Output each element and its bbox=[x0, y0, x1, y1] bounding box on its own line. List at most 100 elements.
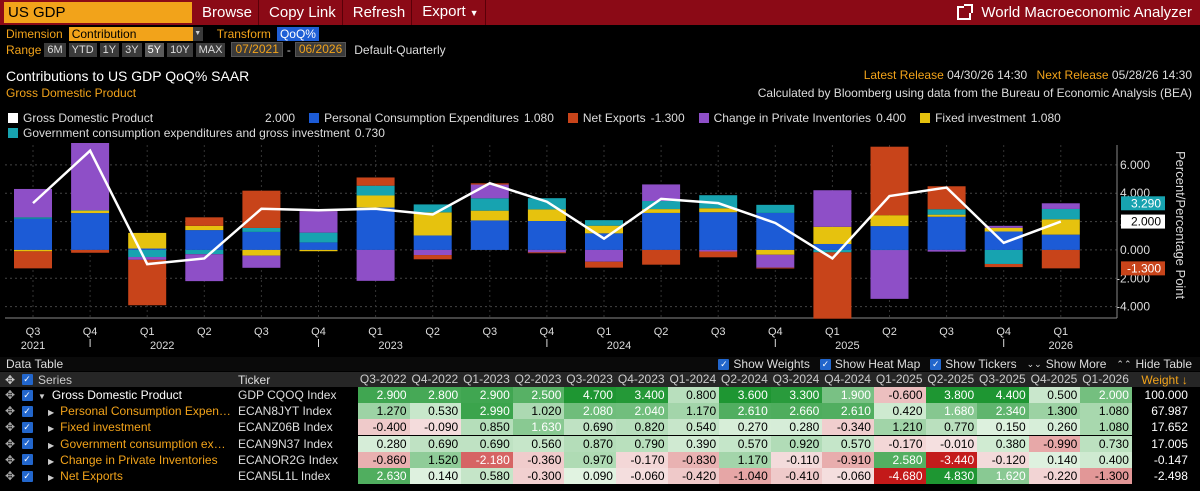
gdp-line[interactable] bbox=[32, 148, 1062, 266]
value-cell[interactable]: 2.900 bbox=[461, 387, 513, 404]
bar-segment[interactable] bbox=[870, 226, 909, 250]
bar-segment[interactable] bbox=[71, 249, 110, 253]
bar-segment[interactable] bbox=[699, 208, 738, 213]
transform-select[interactable]: QoQ% bbox=[276, 26, 319, 41]
value-cell[interactable]: -0.090 bbox=[409, 419, 462, 436]
row-checkbox[interactable]: ✓ bbox=[20, 421, 38, 433]
period-column-header[interactable]: Q3-2024 bbox=[772, 372, 820, 386]
value-cell[interactable]: -0.860 bbox=[358, 451, 410, 468]
expand-right-icon[interactable]: ▶ bbox=[48, 408, 55, 418]
row-drag-handle-icon[interactable]: ✥ bbox=[4, 404, 16, 419]
row-drag-handle-icon[interactable]: ✥ bbox=[4, 469, 16, 484]
bar-segment[interactable] bbox=[756, 204, 795, 213]
legend-item[interactable]: Net Exports -1.300 bbox=[567, 111, 685, 125]
value-cell[interactable]: 0.260 bbox=[1028, 419, 1081, 436]
bar-segment[interactable] bbox=[14, 218, 52, 250]
value-cell[interactable]: 0.570 bbox=[822, 435, 874, 452]
value-cell[interactable]: 2.610 bbox=[719, 403, 771, 420]
period-column-header[interactable]: Q1-2025 bbox=[875, 372, 923, 386]
bar-segment[interactable] bbox=[642, 209, 681, 213]
row-checkbox[interactable]: ✓ bbox=[20, 454, 38, 466]
value-cell[interactable]: -2.180 bbox=[461, 451, 513, 468]
value-cell[interactable]: 0.580 bbox=[461, 468, 513, 485]
value-cell[interactable]: -0.600 bbox=[873, 387, 926, 404]
bar-segment[interactable] bbox=[14, 217, 52, 219]
value-cell[interactable]: -0.990 bbox=[1028, 435, 1081, 452]
bar-segment[interactable] bbox=[14, 251, 52, 269]
value-cell[interactable]: 0.690 bbox=[461, 435, 513, 452]
value-cell[interactable]: -0.110 bbox=[770, 451, 823, 468]
value-cell[interactable]: 1.270 bbox=[358, 403, 410, 420]
table-row[interactable]: ✥ ✓ ▼ Gross Domestic Product GDP CQOQ Index 2… bbox=[0, 387, 1200, 404]
period-column-header[interactable]: Q3-2022 bbox=[359, 372, 407, 386]
show-tickers-toggle[interactable]: ✓ Show Tickers bbox=[930, 357, 1017, 371]
value-cell[interactable]: 1.170 bbox=[719, 451, 771, 468]
value-cell[interactable]: 0.870 bbox=[564, 435, 616, 452]
bar-segment[interactable] bbox=[527, 209, 566, 222]
bar-segment[interactable] bbox=[1041, 234, 1080, 250]
bar-segment[interactable] bbox=[813, 190, 852, 227]
row-checkbox[interactable]: ✓ bbox=[20, 438, 38, 450]
show-heat-map-toggle[interactable]: ✓ Show Heat Map bbox=[819, 357, 920, 371]
row-checkbox[interactable]: ✓ bbox=[20, 405, 38, 417]
bar-segment[interactable] bbox=[870, 250, 909, 299]
value-cell[interactable]: 1.900 bbox=[822, 387, 874, 404]
period-column-header[interactable]: Q2-2024 bbox=[721, 372, 768, 386]
bar-segment[interactable] bbox=[585, 261, 623, 268]
period-column-header[interactable]: Q1-2026 bbox=[1082, 372, 1129, 386]
value-cell[interactable]: 4.400 bbox=[977, 387, 1029, 404]
value-cell[interactable]: 0.280 bbox=[770, 419, 823, 436]
legend-item[interactable]: Personal Consumption Expenditures 1.080 bbox=[309, 111, 554, 125]
period-column-header[interactable]: Q4-2022 bbox=[411, 372, 459, 386]
row-drag-handle-icon[interactable]: ✥ bbox=[4, 452, 16, 467]
bar-segment[interactable] bbox=[128, 249, 167, 258]
export-menu[interactable]: Export ▼ bbox=[422, 0, 478, 26]
table-row[interactable]: ✥ ✓ ▶ Net Exports ECAN5L1L Index 2.630 0.140 0.… bbox=[0, 468, 1200, 485]
value-cell[interactable]: 0.400 bbox=[1080, 451, 1132, 468]
series-cell[interactable]: ▶ Government consumption ex… bbox=[38, 437, 238, 451]
chevron-down-icon[interactable]: ▼ bbox=[192, 26, 203, 41]
bar-segment[interactable] bbox=[1041, 208, 1080, 220]
bar-segment[interactable] bbox=[699, 212, 738, 250]
value-cell[interactable]: 0.790 bbox=[615, 435, 668, 452]
bar-segment[interactable] bbox=[413, 212, 452, 236]
bar-segment[interactable] bbox=[413, 235, 452, 250]
dimension-select[interactable]: Contribution bbox=[68, 26, 193, 41]
range-button-max[interactable]: MAX bbox=[195, 42, 226, 57]
value-cell[interactable]: 1.620 bbox=[977, 468, 1029, 485]
row-checkbox[interactable]: ✓ bbox=[20, 389, 38, 401]
value-cell[interactable]: 0.390 bbox=[667, 435, 720, 452]
value-cell[interactable]: 0.850 bbox=[461, 419, 513, 436]
value-cell[interactable]: 0.690 bbox=[409, 435, 462, 452]
value-cell[interactable]: 0.920 bbox=[770, 435, 823, 452]
value-cell[interactable]: -0.010 bbox=[925, 435, 978, 452]
table-row[interactable]: ✥ ✓ ▶ Fixed investment ECANZ06B Index -0.400-… bbox=[0, 419, 1200, 436]
value-cell[interactable]: -0.300 bbox=[512, 468, 565, 485]
period-column-header[interactable]: Q4-2025 bbox=[1030, 372, 1078, 386]
value-cell[interactable]: -0.910 bbox=[822, 451, 874, 468]
bar-segment[interactable] bbox=[356, 195, 395, 208]
security-field[interactable]: US GDP bbox=[4, 2, 192, 23]
bar-segment[interactable] bbox=[71, 213, 110, 250]
bar-segment[interactable] bbox=[128, 248, 167, 250]
range-button-6m[interactable]: 6M bbox=[44, 42, 66, 57]
legend-item[interactable]: Gross Domestic Product 2.000 bbox=[8, 111, 295, 125]
select-all-checkbox[interactable]: ✓ bbox=[20, 374, 38, 385]
bar-segment[interactable] bbox=[756, 249, 795, 255]
value-cell[interactable]: 1.020 bbox=[512, 403, 565, 420]
bar-segment[interactable] bbox=[585, 249, 623, 262]
bar-segment[interactable] bbox=[299, 249, 338, 252]
bar-segment[interactable] bbox=[71, 210, 110, 214]
value-cell[interactable]: -0.360 bbox=[512, 451, 565, 468]
bar-segment[interactable] bbox=[356, 177, 395, 186]
refresh-menu[interactable]: Refresh bbox=[352, 4, 406, 21]
bar-segment[interactable] bbox=[128, 257, 167, 260]
bar-segment[interactable] bbox=[185, 230, 224, 250]
period-column-header[interactable]: Q2-2025 bbox=[927, 372, 975, 386]
value-cell[interactable]: 0.540 bbox=[667, 419, 720, 436]
bar-segment[interactable] bbox=[185, 249, 224, 255]
value-cell[interactable]: 0.140 bbox=[1028, 451, 1081, 468]
value-cell[interactable]: 2.610 bbox=[822, 403, 874, 420]
bar-segment[interactable] bbox=[642, 201, 681, 210]
value-cell[interactable]: 4.700 bbox=[564, 387, 616, 404]
